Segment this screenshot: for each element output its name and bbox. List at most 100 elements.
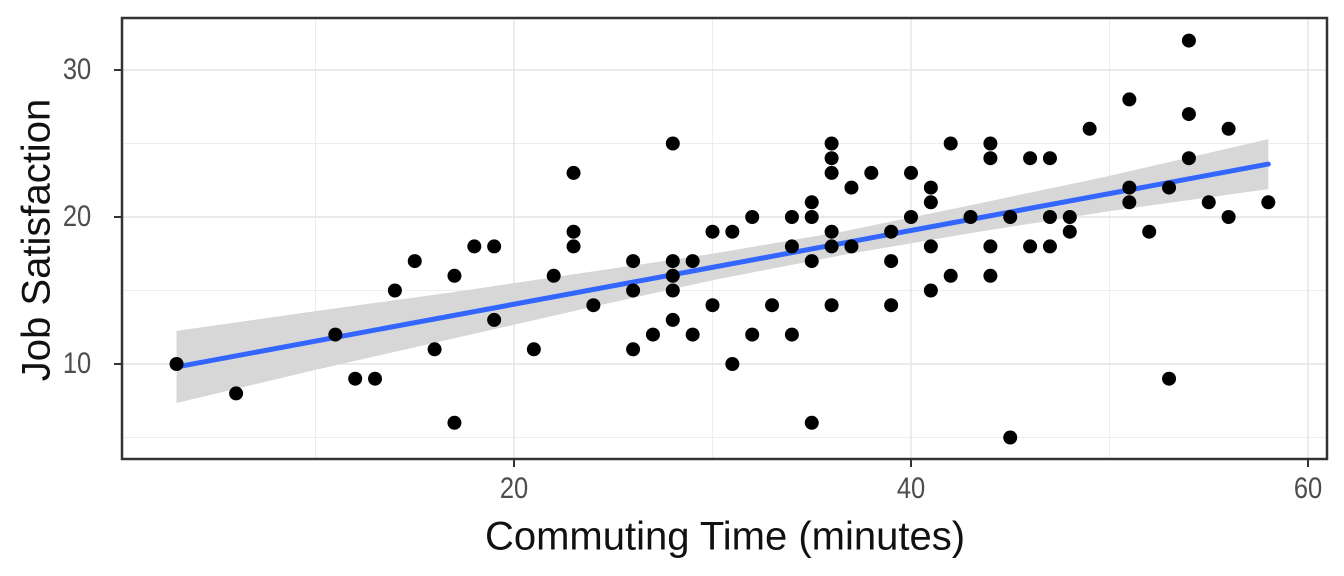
- data-point: [824, 136, 839, 151]
- data-point: [566, 165, 581, 180]
- data-point: [963, 210, 978, 224]
- data-point: [983, 239, 998, 254]
- data-point: [824, 239, 839, 254]
- data-point: [923, 195, 938, 210]
- data-point: [328, 327, 343, 342]
- data-point: [685, 254, 700, 269]
- grid-minor: [122, 18, 1327, 459]
- data-point: [1221, 121, 1236, 136]
- data-point: [725, 224, 740, 239]
- data-point: [566, 239, 581, 254]
- x-tick-label: 60: [1293, 472, 1323, 505]
- x-axis-title: Commuting Time (minutes): [484, 514, 966, 559]
- data-point: [566, 224, 581, 239]
- data-point: [626, 283, 641, 298]
- data-point: [983, 151, 998, 166]
- data-point: [884, 298, 899, 313]
- data-point: [487, 239, 502, 254]
- data-point: [745, 210, 760, 224]
- data-point: [1042, 151, 1057, 166]
- data-point: [804, 210, 819, 224]
- data-point: [824, 165, 839, 180]
- data-point: [387, 283, 402, 298]
- scatter-points: [169, 33, 1276, 445]
- data-point: [844, 180, 859, 195]
- data-point: [923, 283, 938, 298]
- data-point: [526, 342, 541, 357]
- data-point: [665, 312, 680, 327]
- data-point: [1042, 210, 1057, 224]
- data-point: [864, 165, 879, 180]
- data-point: [784, 327, 799, 342]
- data-point: [1181, 151, 1196, 166]
- data-point: [348, 371, 363, 386]
- data-point: [844, 239, 859, 254]
- data-point: [983, 268, 998, 283]
- data-point: [1023, 151, 1038, 166]
- data-point: [467, 239, 482, 254]
- data-point: [1142, 224, 1157, 239]
- panel-border: [120, 16, 1329, 461]
- data-point: [824, 151, 839, 166]
- data-point: [804, 415, 819, 430]
- data-point: [904, 165, 918, 180]
- data-point: [804, 254, 819, 269]
- data-point: [665, 136, 680, 151]
- data-point: [1003, 430, 1018, 445]
- x-tick-label: 40: [896, 472, 926, 505]
- data-point: [1082, 121, 1097, 136]
- data-point: [169, 357, 184, 371]
- regression-line: [174, 161, 1271, 370]
- data-point: [884, 254, 899, 269]
- data-point: [665, 254, 680, 269]
- data-point: [923, 239, 938, 254]
- data-point: [626, 254, 641, 269]
- data-point: [804, 195, 819, 210]
- data-point: [923, 180, 938, 195]
- data-point: [586, 298, 601, 313]
- data-point: [1003, 210, 1018, 224]
- data-point: [626, 342, 641, 357]
- data-point: [943, 268, 958, 283]
- data-point: [943, 136, 958, 151]
- data-point: [1201, 195, 1216, 210]
- data-point: [784, 239, 799, 254]
- data-point: [368, 371, 383, 386]
- data-point: [665, 268, 680, 283]
- data-point: [1261, 195, 1276, 210]
- y-tick-label: 20: [62, 200, 92, 233]
- data-point: [1122, 180, 1137, 195]
- data-point: [229, 386, 244, 401]
- data-point: [1181, 33, 1196, 48]
- data-point: [1062, 224, 1077, 239]
- axis-ticks: [114, 69, 1309, 467]
- y-tick-label: 30: [62, 53, 92, 86]
- confidence-band: [176, 139, 1269, 403]
- data-point: [1181, 107, 1196, 122]
- data-point: [983, 136, 998, 151]
- data-point: [705, 224, 720, 239]
- data-point: [1221, 210, 1236, 224]
- x-tick-label: 20: [499, 472, 529, 505]
- data-point: [1023, 239, 1038, 254]
- data-point: [725, 357, 740, 371]
- y-tick-label: 10: [62, 347, 92, 380]
- data-point: [884, 224, 899, 239]
- y-axis-title: Job Satisfaction: [14, 98, 59, 382]
- data-point: [487, 312, 502, 327]
- data-point: [427, 342, 442, 357]
- data-point: [705, 298, 720, 313]
- data-point: [1062, 210, 1077, 224]
- data-point: [745, 327, 760, 342]
- data-point: [824, 224, 839, 239]
- data-point: [546, 268, 561, 283]
- data-point: [407, 254, 422, 269]
- data-point: [1042, 239, 1057, 254]
- data-point: [784, 210, 799, 224]
- data-point: [824, 298, 839, 313]
- data-point: [765, 298, 780, 313]
- data-point: [685, 327, 700, 342]
- data-point: [645, 327, 660, 342]
